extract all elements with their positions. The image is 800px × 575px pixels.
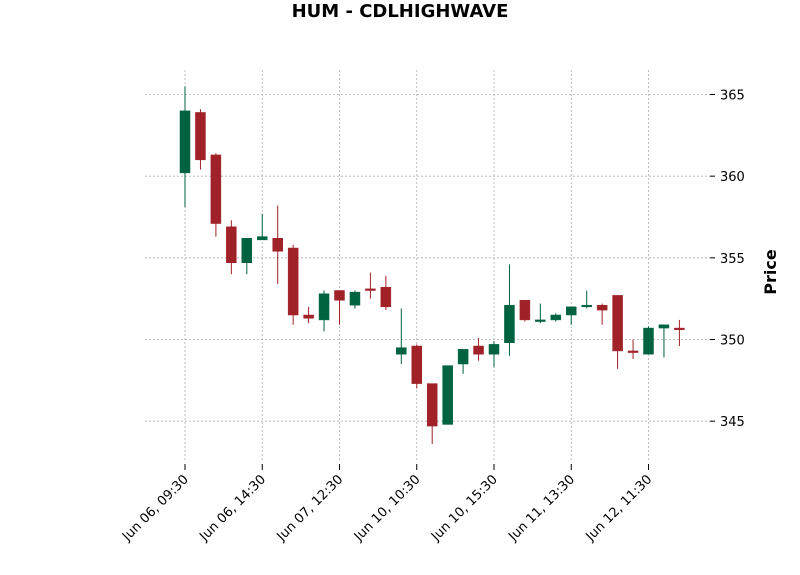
candle-up [566, 306, 577, 325]
candles [179, 86, 685, 445]
candle-body [303, 314, 314, 319]
candle-down [226, 220, 237, 275]
candle-body [179, 110, 191, 174]
candle-body [318, 293, 330, 321]
chart-title: HUM - CDLHIGHWAVE [292, 1, 509, 22]
candle-down [519, 300, 531, 322]
x-tick-label: Jun 11, 13:30 [505, 472, 578, 545]
candle-down [210, 153, 222, 237]
candle-up [535, 303, 546, 324]
candle-body [272, 237, 283, 252]
candle-up [643, 326, 654, 355]
candle-down [380, 275, 392, 311]
candle-body [226, 226, 237, 263]
candle-up [457, 349, 469, 374]
y-tick-label: 350 [720, 334, 745, 349]
candle-body [365, 288, 376, 291]
candle-body [488, 344, 500, 355]
candle-body [411, 345, 422, 384]
candle-up [396, 308, 407, 364]
candle-body [257, 236, 268, 241]
candle-body [581, 304, 592, 308]
candle-down [426, 383, 438, 445]
candle-down [303, 306, 314, 324]
candle-body [658, 324, 670, 329]
candle-body [612, 295, 623, 352]
candle-up [318, 290, 330, 332]
candle-down [411, 344, 422, 389]
candle-body [643, 327, 654, 355]
y-axis: 345 350 355 360 365 [710, 89, 745, 430]
candle-down [334, 290, 345, 325]
candle-body [442, 365, 453, 425]
y-axis-label: Price [761, 249, 780, 295]
y-tick-label: 355 [720, 252, 745, 267]
x-tick-label: Jun 06, 14:30 [196, 472, 269, 545]
y-tick-label: 360 [720, 170, 745, 185]
candle-up [504, 264, 515, 356]
candle-up [349, 290, 361, 309]
candle-down [473, 337, 484, 361]
x-tick-label: Jun 07, 12:30 [274, 472, 347, 545]
candle-body [535, 319, 546, 322]
x-tick-label: Jun 06, 09:30 [119, 472, 192, 545]
candle-body [380, 286, 392, 308]
candle-body [457, 349, 469, 365]
candle-up [179, 86, 191, 208]
candle-up [442, 365, 453, 425]
candle-up [241, 237, 253, 275]
y-tick-label: 365 [720, 89, 745, 104]
candle-down [272, 205, 283, 284]
x-tick-label: Jun 10, 10:30 [351, 472, 424, 545]
candle-body [566, 306, 577, 316]
candle-up [257, 213, 268, 241]
candle-up [581, 290, 592, 309]
candle-up [550, 313, 562, 322]
candle-down [674, 319, 685, 347]
candle-down [612, 295, 623, 369]
candle-body [519, 300, 531, 321]
candle-body [287, 247, 299, 316]
x-tick-label: Jun 12, 11:30 [583, 472, 656, 545]
candle-up [488, 341, 500, 368]
x-tick-label: Jun 10, 15:30 [428, 472, 501, 545]
x-axis: Jun 06, 09:30 Jun 06, 14:30 Jun 07, 12:30 J… [119, 464, 655, 545]
candle-body [396, 347, 407, 355]
candle-body [210, 154, 222, 224]
grid-lines [145, 70, 710, 462]
candle-body [473, 345, 484, 355]
candle-down [596, 303, 608, 325]
candle-down [195, 109, 206, 170]
candle-body [674, 327, 685, 330]
candle-down [627, 339, 639, 360]
candle-body [195, 112, 206, 161]
candle-up [658, 324, 670, 358]
candle-body [596, 304, 608, 311]
candle-body [334, 290, 345, 301]
candle-down [287, 244, 299, 325]
candle-down [365, 272, 376, 299]
candle-body [426, 383, 438, 427]
candle-body [241, 237, 253, 263]
candle-body [627, 350, 639, 353]
candle-body [550, 314, 562, 321]
candle-body [349, 291, 361, 306]
candle-body [504, 304, 515, 344]
y-tick-label: 345 [720, 415, 745, 430]
